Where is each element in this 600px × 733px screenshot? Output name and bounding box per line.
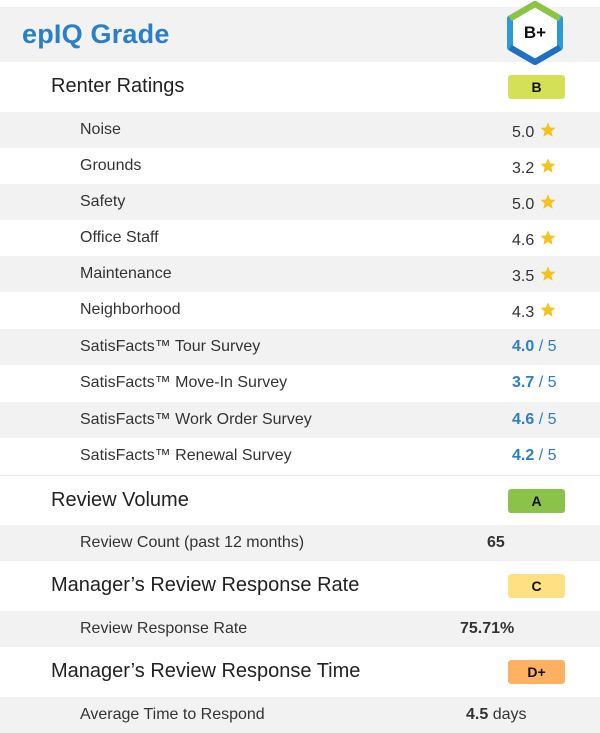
section-renter-ratings: Renter Ratings B: [0, 62, 600, 112]
survey-row-renewal: SatisFacts™ Renewal Survey 4.2 / 5: [0, 438, 600, 474]
rating-label: Office Staff: [80, 229, 159, 246]
rating-row-maintenance: Maintenance 3.5: [0, 256, 600, 292]
section-response-time: Manager’s Review Response Time D+: [0, 647, 600, 697]
survey-score: 3.7 / 5: [512, 374, 557, 391]
rating-label: Safety: [80, 193, 126, 210]
survey-row-work-order: SatisFacts™ Work Order Survey 4.6 / 5: [0, 402, 600, 438]
rating-label: Neighborhood: [80, 301, 181, 318]
rating-value: 5.0: [460, 121, 600, 142]
section-response-rate: Manager’s Review Response Rate C: [0, 561, 600, 611]
rating-value: 4.6: [460, 229, 600, 250]
response-rate-value: 75.71%: [460, 620, 515, 637]
grade-badge: A: [508, 489, 565, 513]
epiq-grade-header: epIQ Grade: [0, 7, 600, 62]
grade-badge: C: [508, 574, 565, 598]
rating-value: 4.3: [460, 301, 600, 322]
grade-badge: D+: [508, 660, 565, 684]
page-title: epIQ Grade: [22, 19, 170, 49]
survey-score: 4.2 / 5: [512, 447, 557, 464]
review-count-row: Review Count (past 12 months) 65: [0, 525, 600, 561]
response-time-row: Average Time to Respond 4.5 days: [0, 697, 600, 733]
survey-score: 4.6 / 5: [512, 411, 557, 428]
section-review-volume: Review Volume A: [0, 475, 600, 525]
overall-grade-hex-badge: B+: [502, 0, 568, 66]
hexagon-icon: [507, 1, 563, 65]
rating-row-noise: Noise 5.0: [0, 112, 600, 148]
star-icon: [540, 302, 556, 317]
response-rate-label: Review Response Rate: [80, 620, 248, 637]
survey-row-move-in: SatisFacts™ Move-In Survey 3.7 / 5: [0, 365, 600, 401]
survey-label: SatisFacts™ Tour Survey: [80, 338, 261, 355]
rating-row-neighborhood: Neighborhood 4.3: [0, 292, 600, 328]
rating-value: 5.0: [460, 193, 600, 214]
section-title: Manager’s Review Response Rate: [51, 574, 360, 596]
survey-score: 4.0 / 5: [512, 338, 557, 355]
grade-badge: B: [508, 75, 565, 99]
star-icon: [540, 158, 556, 173]
star-icon: [540, 266, 556, 281]
response-time-label: Average Time to Respond: [80, 706, 265, 723]
rating-label: Maintenance: [80, 265, 172, 282]
rating-row-office-staff: Office Staff 4.6: [0, 220, 600, 256]
survey-label: SatisFacts™ Work Order Survey: [80, 411, 312, 428]
rating-row-grounds: Grounds 3.2: [0, 148, 600, 184]
star-icon: [540, 194, 556, 209]
star-icon: [540, 230, 556, 245]
section-title: Manager’s Review Response Time: [51, 660, 361, 682]
rating-value: 3.2: [460, 157, 600, 178]
overall-grade: B+: [523, 23, 547, 42]
survey-label: SatisFacts™ Renewal Survey: [80, 447, 292, 464]
rating-value: 3.5: [460, 265, 600, 286]
rating-label: Noise: [80, 121, 121, 138]
response-time-value: 4.5 days: [466, 706, 527, 723]
survey-row-tour: SatisFacts™ Tour Survey 4.0 / 5: [0, 329, 600, 365]
survey-label: SatisFacts™ Move-In Survey: [80, 374, 288, 391]
section-title: Renter Ratings: [51, 75, 185, 97]
rating-row-safety: Safety 5.0: [0, 184, 600, 220]
star-icon: [540, 122, 556, 137]
review-count-label: Review Count (past 12 months): [80, 534, 305, 551]
review-count-value: 65: [487, 534, 505, 551]
section-title: Review Volume: [51, 489, 189, 511]
response-rate-row: Review Response Rate 75.71%: [0, 611, 600, 647]
rating-label: Grounds: [80, 157, 142, 174]
